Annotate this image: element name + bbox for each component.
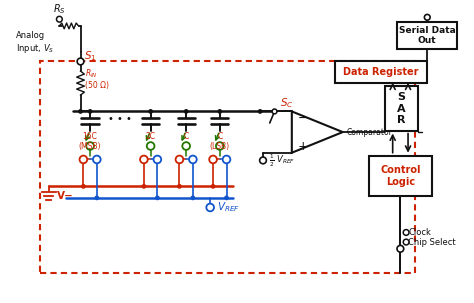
Circle shape [80,156,87,163]
Circle shape [148,109,153,114]
Circle shape [78,109,83,114]
Circle shape [81,184,86,189]
Circle shape [86,142,94,150]
Circle shape [154,156,161,163]
Circle shape [260,157,266,164]
Text: S
A
R: S A R [397,92,406,125]
Circle shape [224,195,229,200]
Circle shape [56,16,62,22]
Text: • • •: • • • [109,114,132,124]
Text: 2C: 2C [146,132,155,141]
Circle shape [209,156,217,163]
Text: V−: V− [56,191,73,201]
Text: Chip Select: Chip Select [408,238,456,247]
Circle shape [93,156,100,163]
Circle shape [140,156,148,163]
Circle shape [175,156,183,163]
Circle shape [182,142,190,150]
Circle shape [403,239,409,245]
Text: C
(LSB): C (LSB) [210,132,230,151]
Circle shape [397,245,404,252]
Text: $S_C$: $S_C$ [280,96,294,109]
Circle shape [272,109,277,114]
Circle shape [177,184,182,189]
Circle shape [210,184,216,189]
Text: $V_{REF}$: $V_{REF}$ [217,201,240,215]
Polygon shape [292,112,343,153]
Circle shape [77,58,84,65]
Circle shape [88,109,92,114]
Bar [385,86,418,131]
Circle shape [216,142,224,150]
Bar [335,62,427,83]
Circle shape [424,15,430,20]
Text: 16C
(MSB): 16C (MSB) [79,132,101,151]
Circle shape [206,204,214,211]
Text: Comparator: Comparator [346,128,392,137]
Circle shape [189,156,197,163]
Circle shape [191,195,195,200]
Circle shape [155,195,160,200]
Text: +: + [298,139,309,152]
Text: C: C [183,132,189,141]
Circle shape [147,142,155,150]
Bar [40,61,415,273]
Text: Analog
Input, $V_S$: Analog Input, $V_S$ [16,31,55,55]
Text: Serial Data
Out: Serial Data Out [399,26,456,45]
Text: Data Register: Data Register [343,67,419,77]
Text: −: − [298,112,309,125]
Text: $R_S$: $R_S$ [53,2,66,16]
Circle shape [94,195,99,200]
Circle shape [403,230,409,235]
Text: Clock: Clock [408,228,431,237]
Circle shape [184,109,189,114]
Circle shape [258,109,263,114]
Circle shape [223,156,230,163]
Bar [369,156,432,196]
Bar [398,22,457,49]
Circle shape [142,184,146,189]
Text: $S_1$: $S_1$ [84,49,97,63]
Text: $\frac{1}{2}$ $V_{REF}$: $\frac{1}{2}$ $V_{REF}$ [269,152,295,168]
Circle shape [218,109,222,114]
Text: $R_{IN}$
(50 Ω): $R_{IN}$ (50 Ω) [85,67,109,90]
Text: Control
Logic: Control Logic [380,165,420,187]
